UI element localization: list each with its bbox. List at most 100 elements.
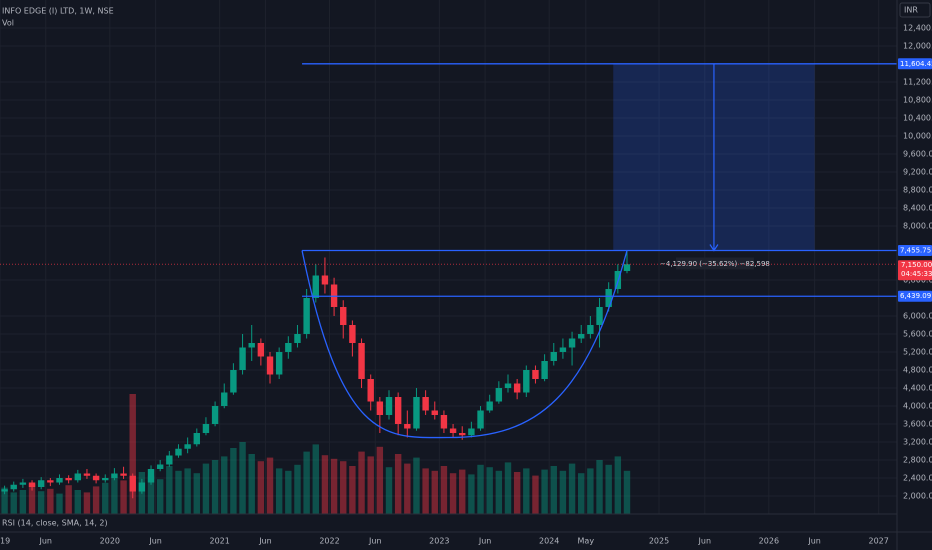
volume-bar (37, 491, 45, 514)
x-tick-label: 2021 (209, 537, 229, 546)
x-tick-label: Jun (698, 537, 712, 546)
volume-bar (285, 470, 292, 514)
y-tick-label: 6,000.00 (903, 311, 932, 320)
candle-body (422, 396, 429, 411)
y-tick-label: 2,000.00 (903, 491, 932, 500)
volume-bar (221, 456, 228, 514)
x-tick-label: Jun (478, 537, 492, 546)
volume-bar (147, 475, 155, 514)
volume-bar (294, 464, 301, 514)
level-tag (898, 58, 932, 70)
volume-bar (83, 492, 91, 514)
candle-body (358, 342, 365, 379)
volume-bar (404, 463, 411, 514)
candle-body (65, 477, 72, 481)
candle-body (129, 475, 136, 492)
volume-bar (349, 466, 356, 514)
candle-body (10, 484, 17, 490)
candle-body (74, 473, 82, 481)
volume-bar (550, 466, 557, 514)
volume-bar (623, 470, 631, 514)
volume-bar (459, 469, 466, 514)
countdown-label: 04:45:33 (901, 270, 932, 278)
y-tick-label: 3,200.00 (903, 437, 932, 446)
candle-body (1, 489, 8, 492)
candle-body (102, 477, 109, 481)
volume-bar (568, 463, 576, 514)
candle-body (596, 306, 603, 325)
currency[interactable]: INR (904, 6, 918, 15)
y-tick-label: 10,000.00 (903, 131, 932, 140)
candle-body (28, 482, 36, 487)
x-tick-label: Jun (258, 537, 272, 546)
volume-label: Vol (2, 19, 14, 28)
candle-body (385, 396, 393, 415)
volume-bar (495, 470, 503, 514)
volume-bar (230, 448, 237, 514)
last-price-tag (898, 260, 932, 281)
candle-body (239, 347, 246, 370)
volume-bar (248, 454, 255, 514)
last-price-label: 7,150.00 (901, 261, 932, 269)
candle-body (550, 351, 557, 361)
candle-body (477, 410, 484, 429)
candle-body (431, 410, 438, 415)
volume-bar (56, 493, 63, 514)
volume-bar (394, 454, 402, 514)
volume-bar (513, 472, 521, 514)
volume-bar (468, 474, 475, 514)
volume-bar (367, 456, 374, 514)
candle-body (193, 432, 200, 445)
x-tick-label: 2023 (429, 537, 449, 546)
plot: −4,129.90 (−35.62%) −82,598 (0, 63, 897, 514)
volume-bar (102, 482, 109, 514)
candle-body (532, 369, 539, 379)
candle-body (587, 324, 594, 334)
candle-body (559, 347, 567, 352)
x-tick-label: 2022 (319, 537, 339, 546)
currency-box[interactable] (899, 2, 931, 18)
volume-bar (211, 460, 219, 514)
volume-bar (422, 468, 429, 514)
x-tick-label: 2025 (649, 537, 669, 546)
volume-bar (92, 486, 100, 514)
candle-body (303, 297, 310, 334)
volume-bar (10, 492, 17, 514)
volume-bar (74, 490, 82, 514)
volume-bar (376, 446, 384, 514)
y-tick-label: 10,800.00 (903, 95, 932, 104)
candle-body (468, 428, 475, 436)
x-tick-label: 2020 (100, 537, 120, 546)
volume-bar (431, 470, 438, 514)
candle-body (166, 455, 173, 465)
candle-body (19, 482, 27, 485)
candle-body (459, 432, 466, 436)
volume-bar (330, 458, 338, 514)
volume-bar (166, 466, 173, 514)
volume-bar (1, 487, 8, 514)
x-tick-label: Jun (39, 537, 53, 546)
candle-body (275, 351, 283, 375)
x-tick-label: 2027 (869, 537, 889, 546)
y-tick-label: 3,600.00 (903, 419, 932, 428)
x-tick-label: Jun (368, 537, 382, 546)
candle-body (504, 383, 512, 388)
volume-bar (559, 470, 567, 514)
candle-body (495, 387, 503, 402)
volume-bar (266, 457, 274, 514)
candle-body (156, 464, 164, 469)
level-tag (898, 290, 932, 302)
candle-body (83, 473, 91, 476)
level-tag-label: 11,604.45 (900, 60, 932, 68)
x-tick-label: Jun (807, 537, 821, 546)
y-tick-label: 10,400.00 (903, 113, 932, 122)
candle-body (340, 306, 347, 325)
candle-body (266, 356, 274, 375)
volume-bar (413, 457, 420, 514)
candle-body (623, 264, 631, 271)
y-tick-label: 2,400.00 (903, 473, 932, 482)
y-tick-label: 8,400.00 (903, 203, 932, 212)
candle-body (440, 414, 448, 429)
volume-bar (358, 451, 365, 514)
